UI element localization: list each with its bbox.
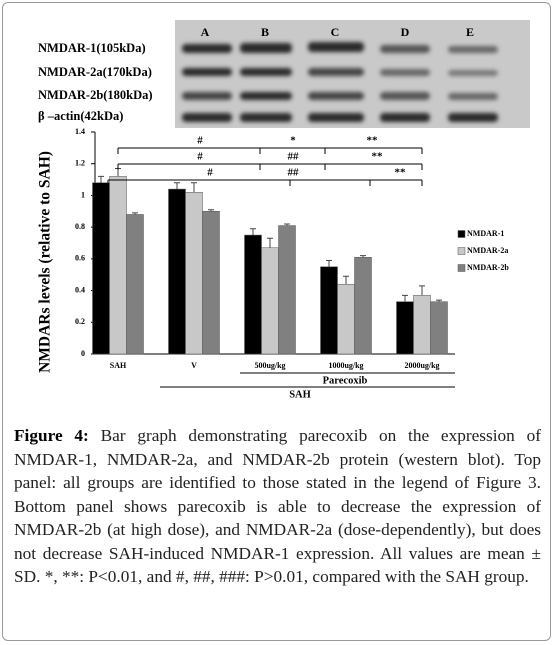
bar xyxy=(261,247,279,355)
bar xyxy=(278,225,296,355)
bar xyxy=(430,301,448,355)
y-tick-label: 0.2 xyxy=(75,317,85,326)
group-label: Parecoxib xyxy=(323,375,368,386)
x-tick-label: V xyxy=(191,361,197,370)
lane-label: E xyxy=(466,25,474,39)
bar xyxy=(92,182,110,355)
figure: A B C D E NMDAR-1(105kDa) NMDAR-2a(170kDa) NMDA… xyxy=(37,20,530,400)
bar xyxy=(202,211,220,355)
blot-row-label: NMDAR-2a(170kDa) xyxy=(38,65,152,79)
x-tick-label: SAH xyxy=(110,361,127,370)
y-axis-label: NMDARs levels (relative to SAH) xyxy=(37,151,54,373)
significance-mark: # xyxy=(197,151,203,163)
error-bar xyxy=(343,275,349,285)
bar xyxy=(396,301,414,355)
caption-label: Figure 4: xyxy=(14,426,89,445)
error-bar xyxy=(419,285,425,296)
x-tick-label: 1000ug/kg xyxy=(328,361,363,370)
error-bar xyxy=(436,299,442,302)
significance-mark: # xyxy=(197,135,203,147)
significance-mark: ** xyxy=(372,151,384,163)
error-bar xyxy=(132,212,138,215)
y-tick-label: 0.6 xyxy=(75,254,85,263)
lane-label: C xyxy=(331,25,340,39)
group-label: SAH xyxy=(289,389,311,400)
legend-swatch xyxy=(457,264,466,272)
error-bar xyxy=(208,209,214,212)
bar xyxy=(354,257,372,355)
significance-mark: * xyxy=(290,135,296,147)
blot-row-label: NMDAR-1(105kDa) xyxy=(38,41,146,55)
legend-swatch xyxy=(457,247,466,255)
blot-row-label: NMDAR-2b(180kDa) xyxy=(38,88,153,102)
legend-label: NMDAR-2a xyxy=(467,246,508,255)
y-tick-label: 0.4 xyxy=(75,285,85,294)
figure-frame xyxy=(2,2,551,641)
bar xyxy=(185,192,203,355)
error-bar xyxy=(174,182,180,190)
error-bar xyxy=(284,223,290,226)
blot-image xyxy=(175,20,530,128)
bar xyxy=(244,234,262,355)
y-tick-label: 0.8 xyxy=(75,222,85,231)
legend-label: NMDAR-2b xyxy=(467,263,509,272)
y-tick-label: 1.2 xyxy=(75,159,85,168)
x-tick-label: 500ug/kg xyxy=(254,361,285,370)
bar xyxy=(109,176,127,355)
bar xyxy=(168,188,186,355)
lane-label: B xyxy=(261,25,269,39)
significance-mark: ## xyxy=(288,167,300,179)
blot-row-label: β –actin(42kDa) xyxy=(38,109,123,123)
error-bar xyxy=(191,182,197,193)
significance-mark: # xyxy=(207,167,213,179)
error-bar xyxy=(402,294,408,302)
y-tick-label: 1 xyxy=(81,190,85,199)
bar xyxy=(337,283,355,355)
caption: Figure 4: Bar graph demonstrating pareco… xyxy=(14,424,541,589)
lane-label: A xyxy=(201,25,210,39)
y-tick-label: 0 xyxy=(81,349,85,358)
x-tick-label: 2000ug/kg xyxy=(404,361,439,370)
significance-mark: ** xyxy=(367,135,379,147)
lane-label: D xyxy=(401,25,410,39)
bar xyxy=(413,295,431,355)
error-bar xyxy=(360,255,366,258)
legend-label: NMDAR-1 xyxy=(467,229,504,238)
significance-mark: ** xyxy=(395,167,407,179)
error-bar xyxy=(267,237,273,248)
error-bar xyxy=(98,175,104,183)
error-bar xyxy=(250,228,256,236)
significance-mark: ## xyxy=(288,151,300,163)
legend-swatch xyxy=(457,230,466,238)
caption-text: Bar graph demonstrating parecoxib on the… xyxy=(14,426,541,586)
bar xyxy=(320,266,338,355)
bar xyxy=(126,214,144,355)
y-tick-label: 1.4 xyxy=(75,127,85,136)
error-bar xyxy=(326,259,332,267)
